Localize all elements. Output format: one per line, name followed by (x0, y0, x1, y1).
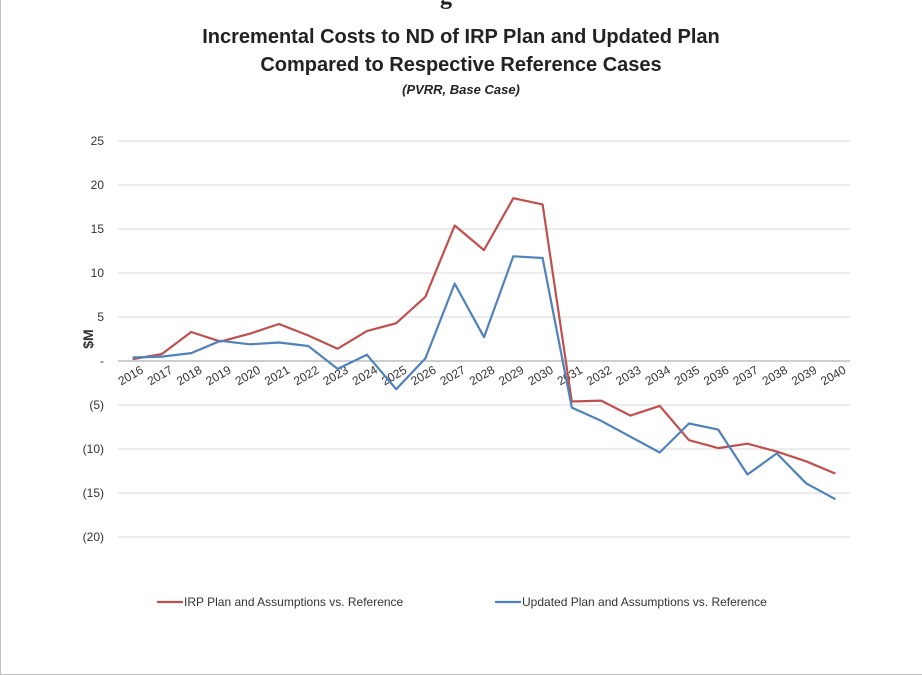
y-tick-label: 15 (91, 222, 105, 236)
chart-subtitle: (PVRR, Base Case) (402, 82, 520, 97)
x-tick-label: 2033 (613, 363, 643, 389)
x-tick-label: 2029 (496, 363, 526, 389)
x-tick-label: 2027 (438, 363, 468, 389)
x-tick-label: 2039 (789, 363, 819, 389)
x-tick-label: 2034 (643, 363, 673, 389)
legend-entry: Updated Plan and Assumptions vs. Referen… (522, 595, 767, 609)
y-tick-labels: 25 20 15 10 5 - (5) (10) (15) (20) (83, 134, 105, 544)
series-lines (132, 197, 836, 501)
x-tick-labels: 2016 2017 2018 2019 2020 2021 2022 2023 2024 2025… (116, 363, 849, 389)
x-tick-label: 2032 (584, 363, 614, 389)
x-tick-label: 2018 (174, 363, 204, 389)
x-tick-label: 2037 (730, 363, 760, 389)
y-axis-label: $M (80, 329, 96, 348)
x-tick-label: 2040 (818, 363, 848, 389)
legend-entry: IRP Plan and Assumptions vs. Reference (184, 595, 404, 609)
series-line-1 (132, 197, 836, 475)
y-tick-label: - (100, 354, 104, 368)
y-tick-label: (15) (83, 486, 104, 500)
y-tick-label: 20 (91, 178, 105, 192)
y-tick-label: 25 (91, 134, 105, 148)
chart-title: Incremental Costs to ND of IRP Plan and … (202, 26, 720, 48)
y-tick-label: (5) (89, 398, 104, 412)
y-tick-label: 5 (97, 310, 104, 324)
x-tick-label: 2026 (408, 363, 438, 389)
x-tick-label: 2035 (672, 363, 702, 389)
x-tick-label: 2036 (701, 363, 731, 389)
chart-title-line2: Compared to Respective Reference Cases (260, 54, 662, 76)
top-cutoff-text: g (440, 0, 452, 11)
x-tick-label: 2017 (145, 363, 175, 389)
y-tick-label: (10) (83, 442, 104, 456)
x-tick-label: 2028 (467, 363, 497, 389)
y-tick-label: 10 (91, 266, 105, 280)
legend: IRP Plan and Assumptions vs. Reference Up… (157, 595, 767, 609)
x-tick-label: 2019 (203, 363, 233, 389)
x-tick-label: 2022 (291, 363, 321, 389)
series-line-2 (132, 255, 836, 501)
y-tick-label: (20) (83, 530, 104, 544)
x-tick-label: 2020 (233, 363, 263, 389)
x-tick-label: 2016 (116, 363, 146, 389)
x-tick-label: 2021 (262, 363, 292, 389)
x-tick-label: 2030 (525, 363, 555, 389)
x-tick-label: 2038 (760, 363, 790, 389)
